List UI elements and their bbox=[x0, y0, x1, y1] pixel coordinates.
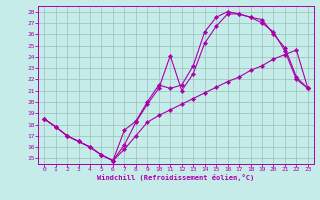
X-axis label: Windchill (Refroidissement éolien,°C): Windchill (Refroidissement éolien,°C) bbox=[97, 174, 255, 181]
